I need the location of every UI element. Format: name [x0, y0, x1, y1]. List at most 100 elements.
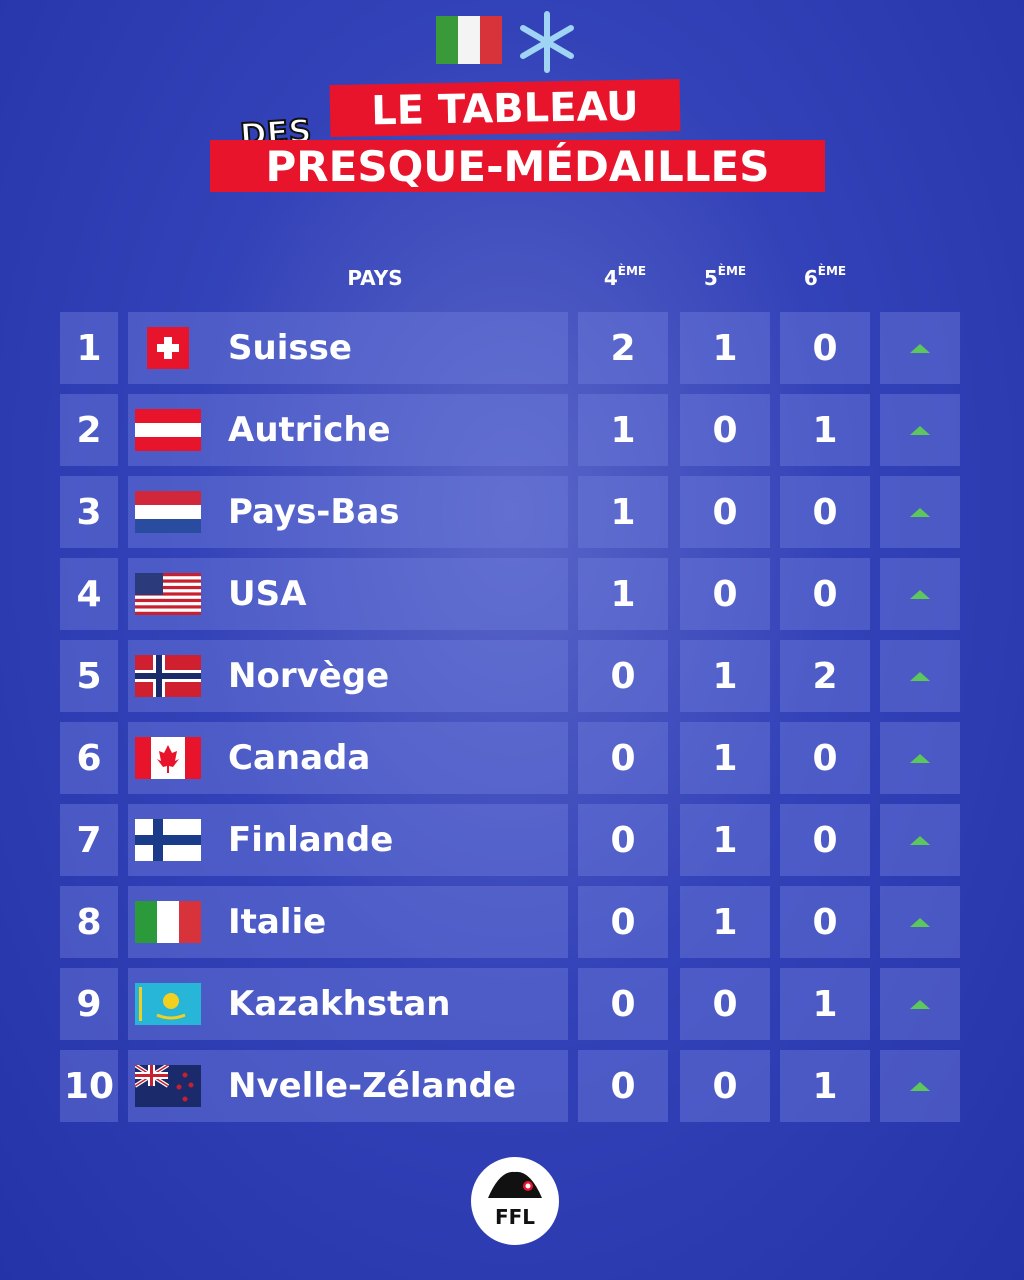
trend-cell — [880, 640, 960, 712]
place-count: 0 — [680, 968, 770, 1040]
trend-cell — [880, 968, 960, 1040]
place-count: 0 — [680, 394, 770, 466]
flag-icon — [135, 983, 201, 1025]
country-cell — [128, 886, 568, 958]
trend-cell — [880, 476, 960, 548]
column-header: 6ÈME — [765, 264, 885, 290]
place-count: 1 — [680, 312, 770, 384]
country-cell — [128, 394, 568, 466]
rank-cell: 7 — [60, 804, 118, 876]
trend-cell — [880, 312, 960, 384]
place-count: 0 — [780, 722, 870, 794]
rank-cell: 10 — [60, 1050, 118, 1122]
country-name: Autriche — [228, 410, 391, 450]
rank-cell: 9 — [60, 968, 118, 1040]
country-cell — [128, 722, 568, 794]
trend-cell — [880, 722, 960, 794]
title-line-3: PRESQUE-MÉDAILLES — [210, 140, 825, 192]
flag — [135, 409, 201, 452]
flag — [135, 573, 201, 616]
place-count: 1 — [780, 1050, 870, 1122]
up-arrow — [910, 918, 930, 927]
flag — [135, 901, 201, 943]
flag — [135, 737, 201, 779]
flag — [133, 1063, 201, 1107]
place-count: 0 — [780, 886, 870, 958]
country-name: USA — [228, 574, 307, 614]
country-cell — [128, 1050, 568, 1122]
logo-text: FFL — [495, 1205, 535, 1229]
country-cell — [128, 558, 568, 630]
flag-icon — [135, 409, 201, 452]
header-num: 6 — [803, 266, 818, 290]
up-arrow — [910, 426, 930, 435]
country-name: Nvelle-Zélande — [228, 1066, 517, 1106]
country-name: Finlande — [228, 820, 394, 860]
country-cell — [128, 312, 568, 384]
up-arrow — [910, 1000, 930, 1009]
flag-icon — [135, 901, 201, 943]
up-arrow — [910, 508, 930, 517]
place-count: 0 — [578, 1050, 668, 1122]
place-count: 2 — [578, 312, 668, 384]
flag — [135, 327, 201, 369]
place-count: 0 — [680, 476, 770, 548]
place-count: 1 — [680, 886, 770, 958]
column-header: PAYS — [347, 266, 403, 290]
up-arrow — [910, 672, 930, 681]
rank-cell: 2 — [60, 394, 118, 466]
flag-icon — [147, 327, 189, 369]
trend-cell — [880, 804, 960, 876]
rank-cell: 5 — [60, 640, 118, 712]
flag — [135, 983, 201, 1025]
up-arrow — [910, 590, 930, 599]
place-count: 0 — [578, 886, 668, 958]
place-count: 1 — [578, 394, 668, 466]
country-cell — [128, 804, 568, 876]
rank-cell: 4 — [60, 558, 118, 630]
country-name: Suisse — [228, 328, 352, 368]
header-num: 4 — [603, 266, 618, 290]
country-name: Italie — [228, 902, 327, 942]
rank-cell: 8 — [60, 886, 118, 958]
place-count: 0 — [780, 312, 870, 384]
header-sup: ÈME — [617, 264, 647, 278]
place-count: 0 — [578, 640, 668, 712]
country-cell — [128, 968, 568, 1040]
column-header: 5ÈME — [665, 264, 785, 290]
header-sup: ÈME — [717, 264, 747, 278]
trend-cell — [880, 886, 960, 958]
place-count: 1 — [780, 394, 870, 466]
country-name: Kazakhstan — [228, 984, 451, 1024]
trend-cell — [880, 394, 960, 466]
country-name: Norvège — [228, 656, 390, 696]
column-header: 4ÈME — [565, 264, 685, 290]
place-count: 0 — [680, 558, 770, 630]
country-name: Pays-Bas — [228, 492, 400, 532]
header-sup: ÈME — [817, 264, 847, 278]
rank-cell: 3 — [60, 476, 118, 548]
country-cell — [128, 640, 568, 712]
flag-icon — [135, 819, 201, 861]
trend-cell — [880, 558, 960, 630]
place-count: 0 — [780, 558, 870, 630]
flag-icon — [135, 573, 201, 616]
flag-icon — [135, 655, 201, 697]
place-count: 1 — [578, 476, 668, 548]
flag-icon — [135, 491, 201, 534]
country-name: Canada — [228, 738, 371, 778]
flag — [135, 491, 201, 534]
place-count: 0 — [578, 804, 668, 876]
place-count: 1 — [680, 640, 770, 712]
rank-cell: 6 — [60, 722, 118, 794]
flag — [135, 819, 201, 861]
rank-cell: 1 — [60, 312, 118, 384]
up-arrow — [910, 344, 930, 353]
up-arrow — [910, 754, 930, 763]
title-line-1: LE TABLEAU — [329, 78, 681, 138]
flag — [135, 655, 201, 697]
place-count: 1 — [780, 968, 870, 1040]
place-count: 0 — [780, 476, 870, 548]
country-cell — [128, 476, 568, 548]
